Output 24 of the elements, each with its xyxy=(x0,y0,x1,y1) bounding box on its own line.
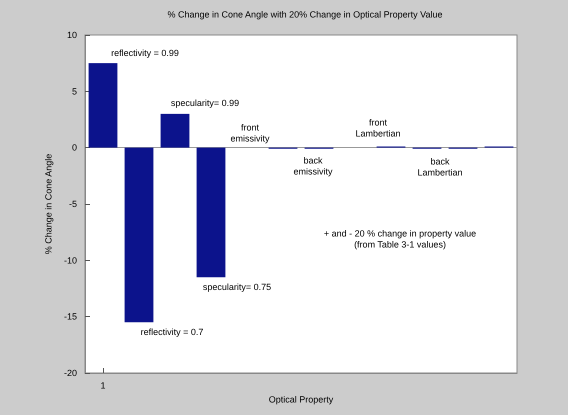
bar xyxy=(196,148,226,278)
annotation: front Lambertian xyxy=(355,118,401,138)
y-tick-label: -15 xyxy=(64,312,77,322)
annotation: + and - 20 % change in property value (from Table 3-1 values) xyxy=(324,228,476,250)
annotation: back Lambertian xyxy=(417,156,463,178)
annotation: front emissivity xyxy=(230,122,270,144)
annotation: specularity= 0.75 xyxy=(202,282,272,292)
bar xyxy=(124,148,154,322)
y-tick-label: -20 xyxy=(64,368,77,378)
y-tick-label: 0 xyxy=(72,142,77,153)
chart-title: % Change in Cone Angle with 20% Change in Optical Property Value xyxy=(167,10,443,20)
annotation: reflectivity = 0.7 xyxy=(140,327,204,337)
bar xyxy=(88,63,118,148)
x-axis-title: Optical Property xyxy=(268,394,334,404)
y-tick-label: 5 xyxy=(72,86,77,96)
annotation: specularity= 0.99 xyxy=(170,98,240,108)
x-tick-label: 1 xyxy=(100,380,106,390)
annotation: back emissivity xyxy=(293,156,333,176)
y-tick-label: 10 xyxy=(66,30,77,40)
bar xyxy=(160,114,190,148)
y-axis-title: % Change in Cone Angle xyxy=(44,154,54,254)
annotation: reflectivity = 0.99 xyxy=(111,48,179,58)
y-tick-label: -5 xyxy=(68,199,77,209)
y-tick-label: -10 xyxy=(64,255,77,266)
